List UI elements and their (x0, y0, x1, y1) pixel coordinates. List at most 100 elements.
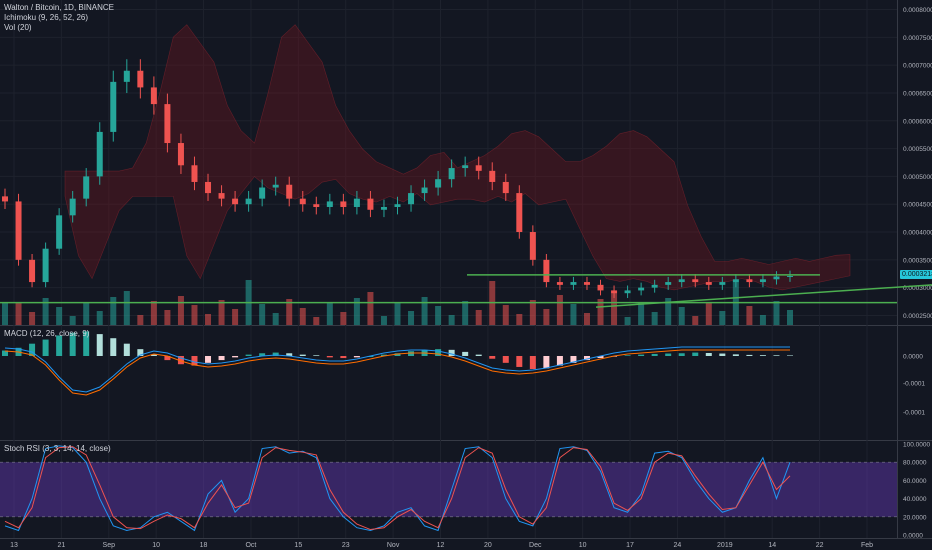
candle-body (570, 282, 577, 285)
volume-bar (218, 300, 225, 325)
candle-body (462, 165, 469, 169)
price-tick-label: 0.0008000 (903, 7, 932, 14)
macd-histogram-bar (705, 352, 712, 356)
candle-body (408, 193, 415, 205)
candle-body (787, 275, 793, 277)
x-tick-label: 17 (626, 542, 634, 549)
volume-bar (110, 297, 117, 325)
candle-body (42, 248, 49, 283)
stoch-tick-label: 100.0000 (903, 442, 930, 449)
candle-body (665, 282, 672, 285)
volume-bar (759, 315, 766, 325)
candle-body (516, 193, 523, 233)
stoch-tick-label: 80.0000 (903, 460, 927, 467)
macd-histogram-bar (489, 356, 496, 359)
candle-body (29, 259, 36, 283)
macd-histogram-bar (692, 352, 699, 356)
candle-body (678, 279, 685, 283)
macd-histogram-bar (164, 356, 171, 361)
candle-body (529, 232, 536, 260)
volume-bar (299, 308, 306, 325)
candle-body (367, 198, 374, 210)
volume-bar (29, 312, 36, 325)
volume-bar (462, 301, 469, 325)
volume-bar (367, 292, 374, 325)
x-tick-label: Feb (861, 542, 873, 549)
macd-histogram-bar (543, 356, 550, 369)
volume-bar (340, 312, 347, 325)
macd-histogram-bar (380, 354, 387, 356)
macd-histogram-bar (191, 356, 198, 366)
macd-histogram-bar (678, 353, 685, 356)
x-tick-label: 22 (816, 542, 824, 549)
volume-bar (15, 303, 22, 325)
candle-body (489, 170, 496, 182)
last-price-badge: 0.000321# (900, 270, 932, 279)
stoch-band (0, 462, 897, 517)
volume-bar (380, 316, 387, 325)
macd-histogram-bar (123, 343, 130, 356)
volume-bar (150, 301, 157, 325)
macd-histogram-bar (150, 354, 157, 356)
candle-body (272, 184, 279, 188)
macd-histogram-bar (177, 356, 184, 365)
volume-bar (123, 291, 130, 325)
macd-histogram-bar (42, 339, 49, 356)
candle-body (245, 198, 252, 205)
volume-bar (408, 311, 415, 325)
candle-body (732, 279, 739, 283)
volume-bar (394, 302, 401, 325)
macd-histogram-bar (556, 356, 563, 366)
price-tick-label: 0.0007000 (903, 63, 932, 70)
x-tick-label: Sep (103, 542, 116, 549)
candle-body (69, 198, 76, 216)
volume-bar (164, 310, 171, 325)
macd-histogram-bar (448, 349, 455, 356)
volume-bar (516, 314, 523, 325)
volume-bar (177, 296, 184, 325)
x-tick-label: Oct (245, 542, 256, 549)
volume-bar (435, 306, 442, 325)
x-tick-label: 20 (484, 542, 492, 549)
candle-body (259, 187, 266, 199)
macd-histogram-bar (29, 343, 36, 356)
candle-body (475, 165, 482, 171)
macd-histogram-bar (205, 356, 212, 363)
stoch-tick-label: 0.0000 (903, 533, 923, 540)
candle-body (611, 290, 618, 294)
macd-histogram-bar (313, 355, 320, 356)
macd-histogram-bar (597, 356, 604, 359)
volume-bar (597, 299, 604, 325)
stoch-d-line (4, 446, 791, 531)
macd-legend: MACD (12, 26, close, 9) (4, 329, 90, 338)
x-tick-label: 2019 (717, 542, 733, 549)
price-tick-label: 0.0006500 (903, 90, 932, 97)
price-tick-label: 0.0004000 (903, 230, 932, 237)
stoch-tick-label: 20.0000 (903, 514, 927, 521)
volume-bar (746, 306, 753, 325)
candle-body (110, 81, 117, 132)
trend-line (595, 284, 932, 308)
macd-histogram-bar (137, 349, 144, 356)
macd-histogram-bar (299, 354, 306, 356)
candle-body (15, 201, 22, 260)
candle-body (232, 198, 239, 205)
x-tick-label: 12 (437, 542, 445, 549)
candle-body (164, 104, 171, 144)
candle-body (421, 187, 428, 194)
candle-body (299, 198, 306, 205)
candle-body (651, 284, 658, 288)
macd-tick-label: -0.0001 (903, 410, 925, 417)
macd-histogram-bar (462, 351, 469, 356)
macd-histogram-bar (408, 351, 415, 356)
volume-bar (787, 310, 793, 325)
volume-bar (529, 300, 536, 325)
macd-histogram-bar (651, 353, 658, 356)
candle-body (394, 204, 401, 207)
price-tick-label: 0.0005000 (903, 174, 932, 181)
macd-histogram-bar (56, 335, 63, 356)
volume-bar (692, 316, 699, 325)
macd-signal-line (4, 349, 790, 396)
